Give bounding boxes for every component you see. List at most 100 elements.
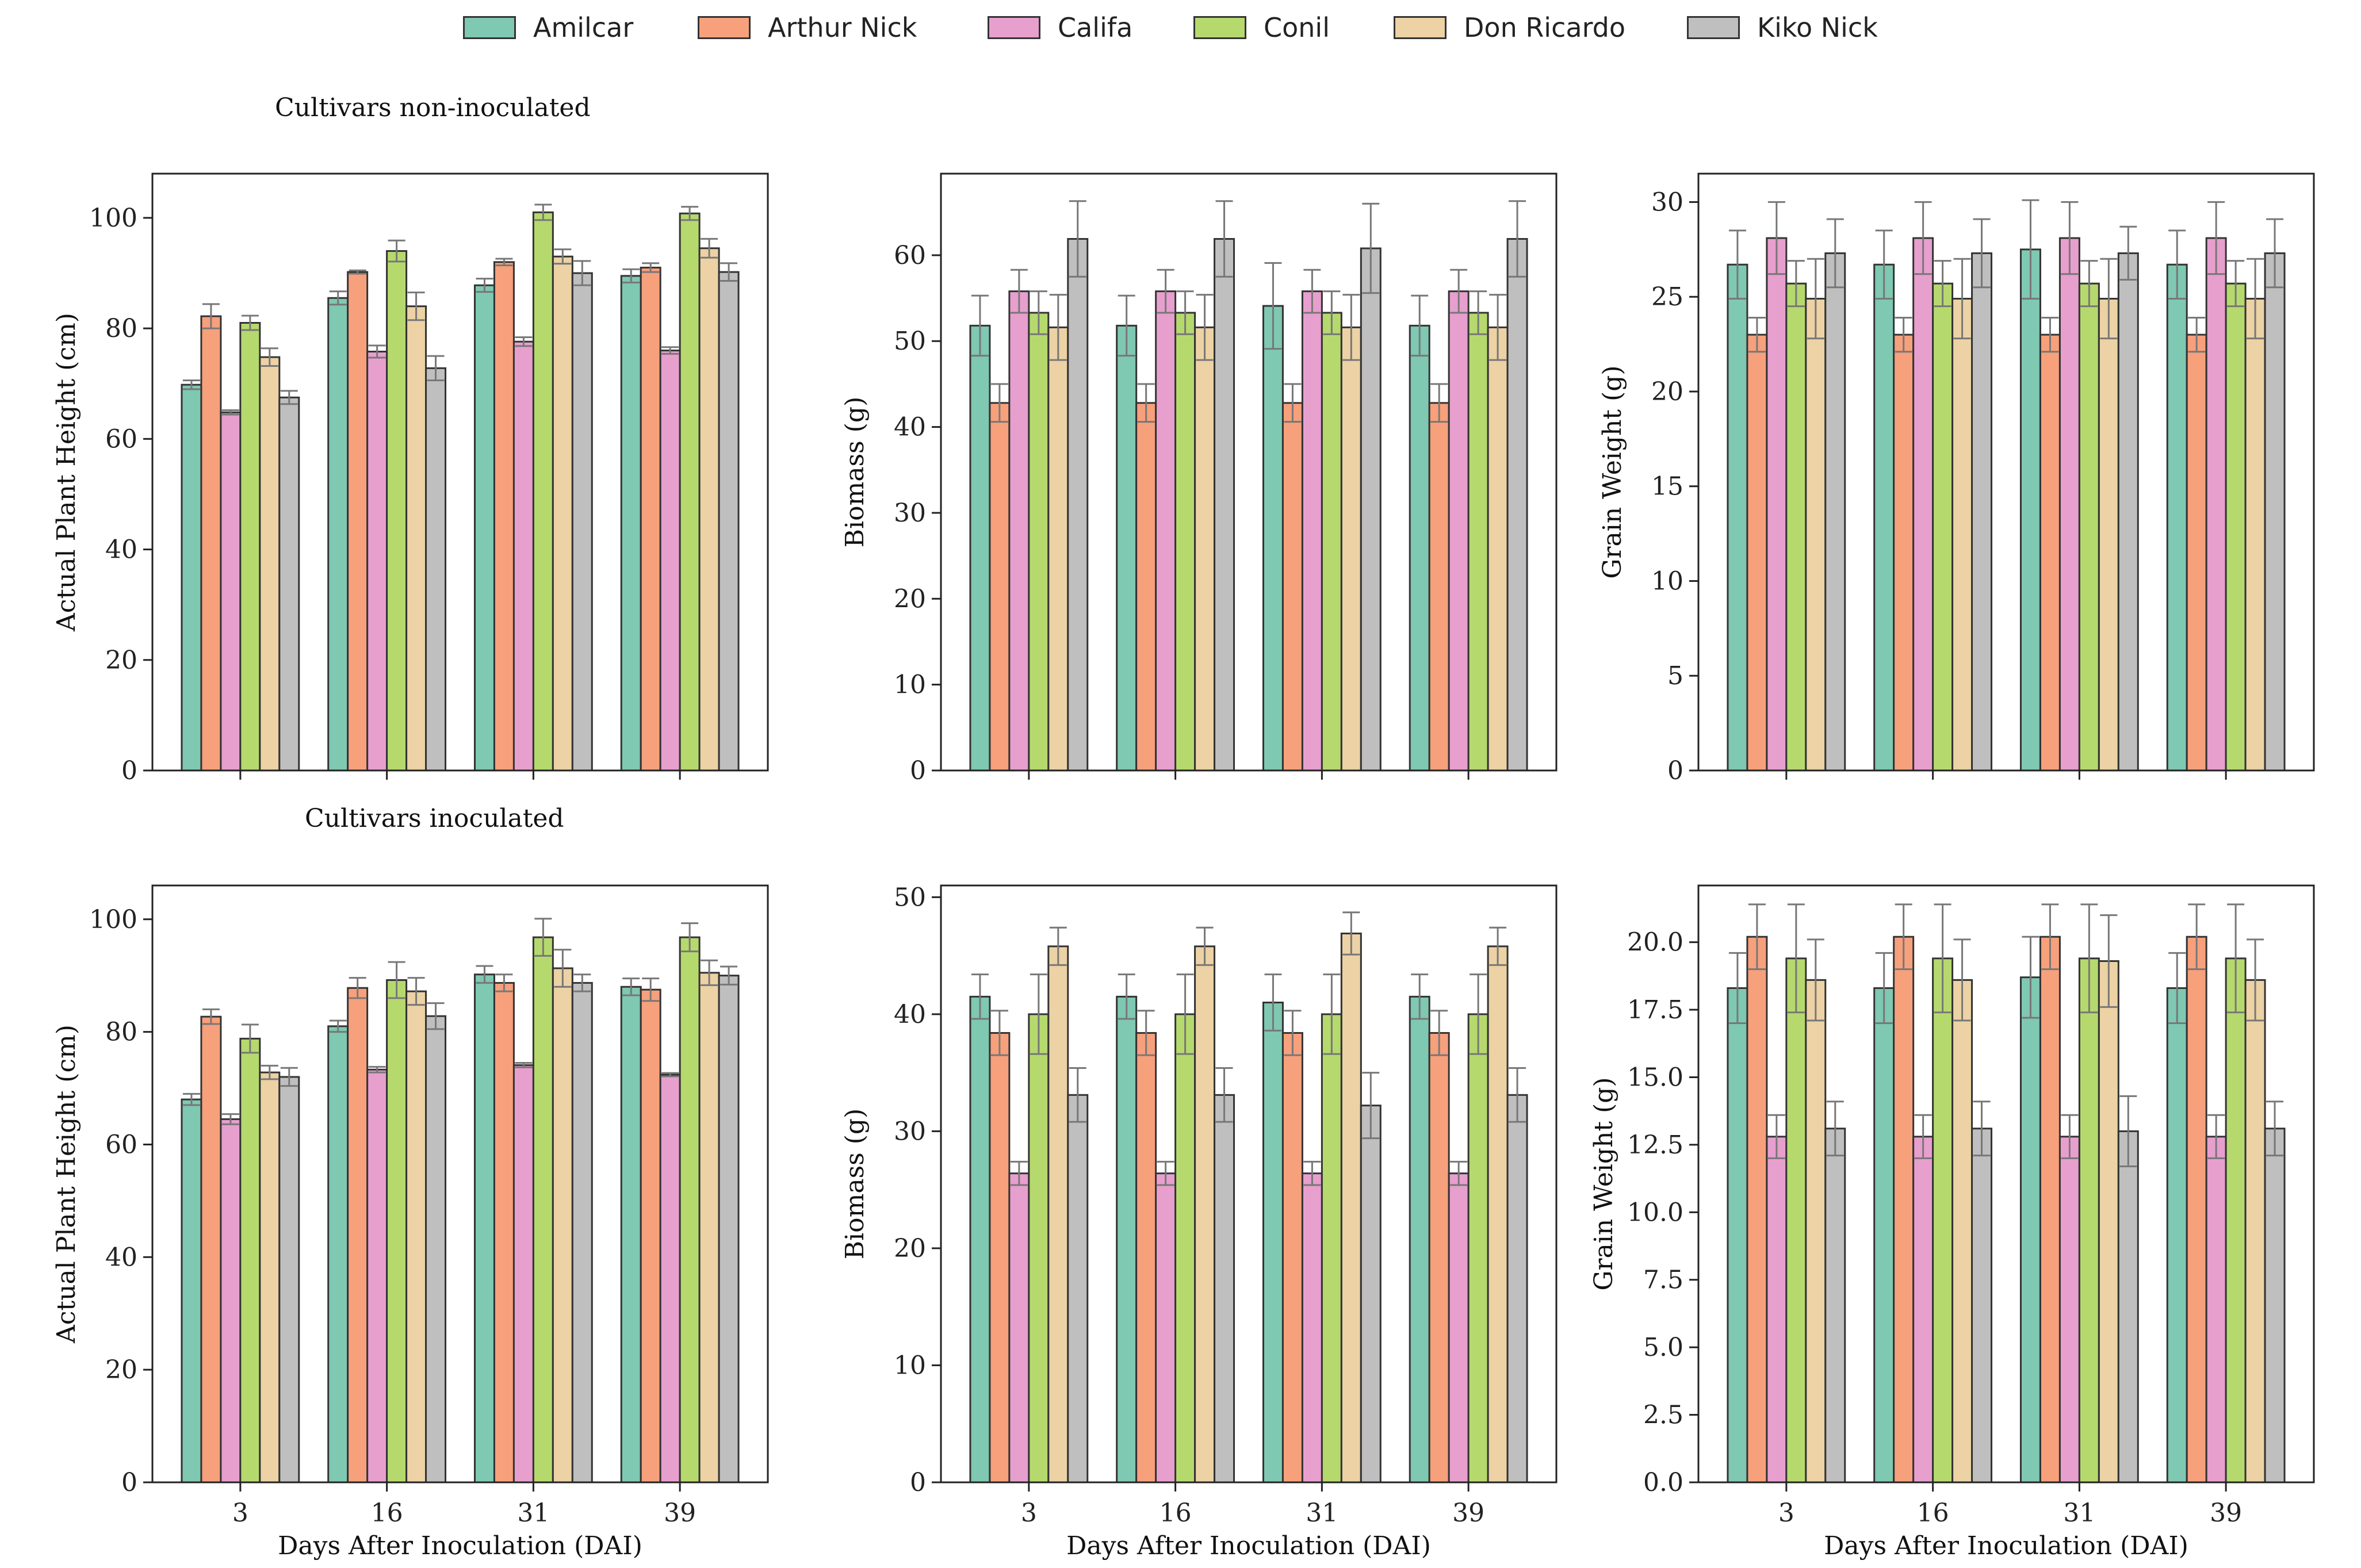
bar-conil-dai-16 (386, 979, 408, 1483)
bar-conil-dai-31 (1321, 312, 1342, 772)
bar-don-ricardo-dai-3 (1805, 979, 1827, 1483)
bar-conil-dai-16 (386, 250, 408, 772)
bar-kiko-nick-dai-3 (1824, 1128, 1846, 1483)
y-tick-label: 0 (121, 756, 137, 785)
bar-califa-dai-39 (2205, 237, 2227, 772)
y-tick-label: 5.0 (1643, 1333, 1683, 1362)
bar-conil-dai-39 (679, 212, 701, 772)
bar-conil-dai-39 (1467, 312, 1489, 772)
legend-label-arthur-nick: Arthur Nick (768, 12, 917, 43)
bar-kiko-nick-dai-31 (2117, 1130, 2139, 1483)
y-axis-label: Grain Weight (g) (1589, 1077, 1618, 1290)
bar-don-ricardo-dai-31 (1340, 932, 1362, 1483)
y-tick-label: 10 (1651, 566, 1683, 596)
bar-arthur-nick-dai-31 (2039, 936, 2061, 1483)
y-tick-label: 0.0 (1643, 1468, 1683, 1497)
bar-arthur-nick-dai-3 (200, 315, 222, 772)
bar-arthur-nick-dai-3 (989, 1032, 1011, 1483)
bar-conil-dai-3 (239, 1037, 261, 1483)
bar-conil-dai-3 (1028, 1013, 1050, 1483)
y-tick-label: 0 (910, 756, 926, 785)
y-tick-label: 60 (105, 1130, 137, 1159)
bar-amilcar-dai-39 (2166, 987, 2188, 1483)
bar-amilcar-dai-39 (1409, 324, 1430, 772)
axes-frame (1697, 884, 2315, 1483)
bar-califa-dai-16 (1912, 237, 1934, 772)
bar-don-ricardo-dai-31 (1340, 326, 1362, 772)
y-tick-label: 15.0 (1627, 1063, 1683, 1092)
bar-califa-dai-39 (1448, 290, 1470, 772)
legend-label-don-ricardo: Don Ricardo (1464, 12, 1626, 43)
legend-item-arthur-nick: Arthur Nick (698, 10, 917, 45)
bar-conil-dai-16 (1932, 957, 1954, 1483)
bar-conil-dai-31 (532, 936, 554, 1483)
x-tick-label: 39 (2210, 1498, 2242, 1528)
y-tick-label: 0 (1667, 756, 1683, 785)
bar-amilcar-dai-16 (1116, 324, 1138, 772)
bar-califa-dai-31 (1301, 1172, 1323, 1483)
y-axis-label: Biomass (g) (840, 1109, 870, 1260)
bar-don-ricardo-dai-31 (552, 967, 573, 1483)
bar-amilcar-dai-3 (1727, 263, 1748, 772)
bar-kiko-nick-dai-31 (1360, 247, 1382, 772)
y-tick-label: 2.5 (1643, 1401, 1683, 1430)
bar-amilcar-dai-31 (1262, 305, 1284, 772)
bar-arthur-nick-dai-31 (2039, 333, 2061, 772)
legend-item-don-ricardo: Don Ricardo (1394, 10, 1625, 45)
y-tick-label: 20 (105, 1355, 137, 1385)
chart-panel-4: 0 20 40 60 80 100 Actual Plant Height (cm) 3 16 3… (52, 884, 769, 1561)
axes-frame (1697, 172, 2315, 772)
bar-don-ricardo-dai-3 (1047, 326, 1069, 772)
bar-conil-dai-3 (239, 322, 261, 772)
bar-arthur-nick-dai-16 (1893, 333, 1915, 772)
bar-kiko-nick-dai-39 (2264, 252, 2286, 772)
bar-kiko-nick-dai-3 (1067, 238, 1089, 772)
x-axis-label: Days After Inoculation (DAI) (1824, 1531, 2188, 1561)
y-tick-label: 10 (894, 670, 926, 700)
x-tick-label: 31 (517, 1498, 549, 1528)
y-tick-label: 30 (894, 499, 926, 528)
bar-kiko-nick-dai-39 (2264, 1128, 2286, 1483)
axes-frame (940, 884, 1558, 1483)
bar-conil-dai-31 (1321, 1013, 1342, 1483)
bar-don-ricardo-dai-3 (259, 356, 281, 772)
x-tick-label: 31 (1306, 1498, 1338, 1528)
bar-arthur-nick-dai-16 (1135, 1032, 1157, 1483)
bar-conil-dai-16 (1174, 1013, 1196, 1483)
bar-conil-dai-39 (1467, 1013, 1489, 1483)
bar-califa-dai-31 (512, 1064, 534, 1483)
bar-don-ricardo-dai-3 (259, 1071, 281, 1483)
y-tick-label: 20 (894, 1234, 926, 1263)
bar-don-ricardo-dai-16 (1194, 945, 1216, 1483)
bar-arthur-nick-dai-31 (1281, 1032, 1303, 1483)
y-tick-label: 12.5 (1627, 1130, 1683, 1160)
y-tick-label: 0 (910, 1468, 926, 1497)
bar-arthur-nick-dai-39 (1428, 1032, 1450, 1483)
bar-don-ricardo-dai-16 (405, 305, 427, 772)
bar-califa-dai-31 (2058, 237, 2080, 772)
x-axis-label: Days After Inoculation (DAI) (278, 1531, 642, 1561)
bar-amilcar-dai-3 (181, 1098, 202, 1483)
legend-label-kiko-nick: Kiko Nick (1757, 12, 1878, 43)
bar-califa-dai-31 (512, 340, 534, 772)
y-tick-label: 0 (121, 1468, 137, 1497)
bar-califa-dai-39 (659, 350, 681, 772)
bar-amilcar-dai-16 (1873, 987, 1895, 1483)
bar-don-ricardo-dai-39 (698, 247, 720, 772)
bar-arthur-nick-dai-31 (493, 982, 515, 1483)
bar-conil-dai-16 (1932, 282, 1954, 772)
bar-kiko-nick-dai-16 (425, 367, 447, 772)
legend-label-amilcar: Amilcar (533, 12, 634, 43)
bar-amilcar-dai-31 (473, 284, 495, 772)
bar-amilcar-dai-39 (1409, 995, 1430, 1483)
bar-arthur-nick-dai-39 (2186, 936, 2207, 1483)
y-tick-label: 40 (105, 1243, 137, 1272)
bar-conil-dai-3 (1028, 312, 1050, 772)
bar-kiko-nick-dai-16 (1971, 1128, 1993, 1483)
x-tick-label: 31 (2063, 1498, 2095, 1528)
axes-frame (151, 884, 769, 1483)
y-tick-label: 100 (89, 905, 137, 934)
bar-califa-dai-16 (1155, 1172, 1177, 1483)
legend-item-kiko-nick: Kiko Nick (1687, 10, 1878, 45)
y-tick-label: 40 (894, 1000, 926, 1029)
